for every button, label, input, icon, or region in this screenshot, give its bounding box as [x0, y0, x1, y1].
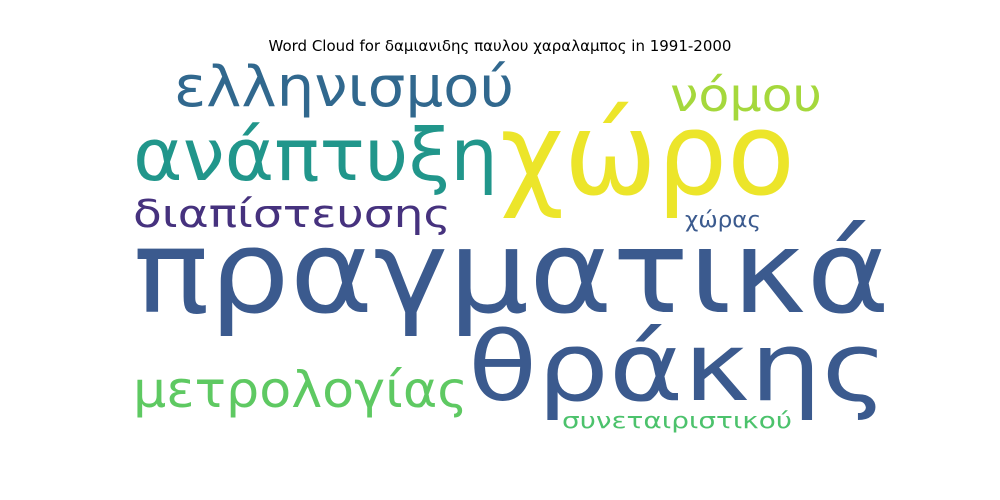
- word-2: χώρο: [500, 88, 795, 222]
- chart-title: Word Cloud for δαμιανιδης παυλου χαραλαμ…: [268, 37, 732, 55]
- word-3: θράκης: [468, 313, 888, 423]
- word-6: μετρολογίας: [133, 361, 468, 419]
- word-5: ελληνισμού: [174, 55, 514, 120]
- word-8: διαπίστευσης: [133, 192, 451, 236]
- word-7: νόμου: [670, 68, 822, 122]
- word-4: ανάπτυξη: [133, 113, 498, 197]
- word-10: χώρας: [685, 208, 761, 233]
- word-9: συνεταιριστικού: [562, 409, 792, 434]
- word-1: πραγματικά: [133, 206, 890, 340]
